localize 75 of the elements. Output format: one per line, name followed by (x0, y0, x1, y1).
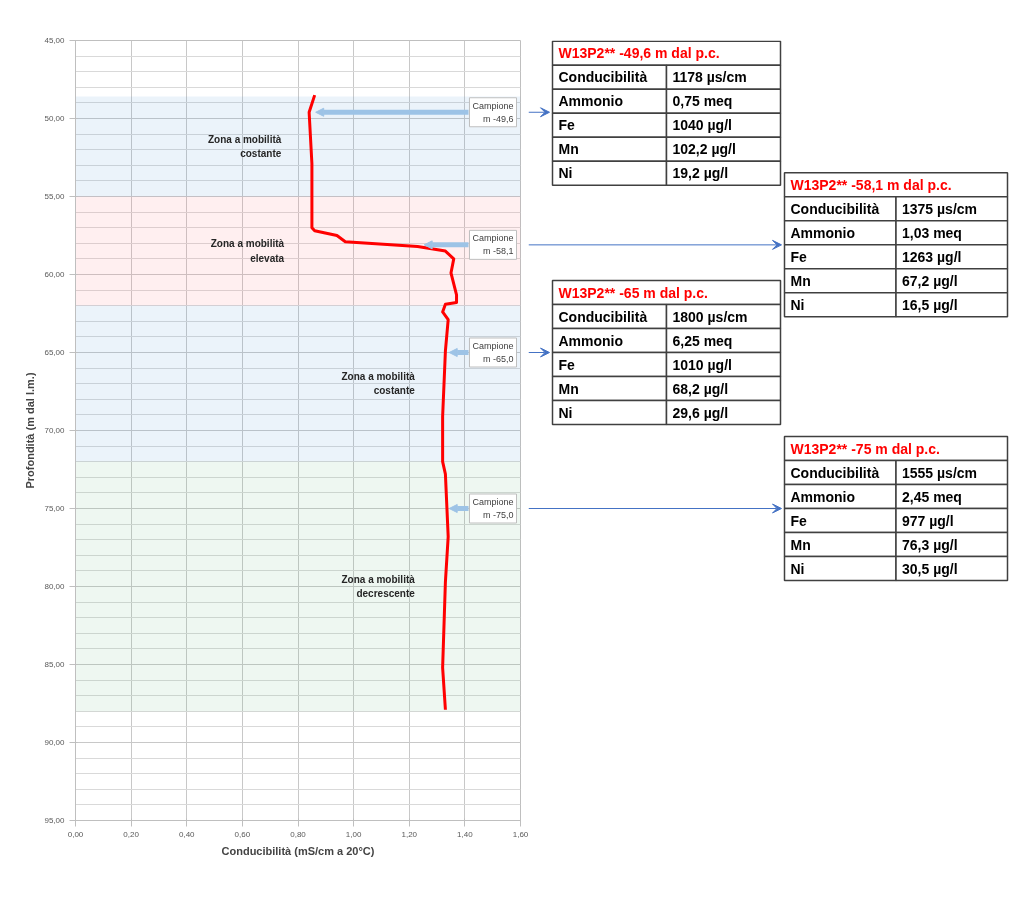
text: 1800 µs/cm (672, 308, 748, 325)
text: W13P2** -58,1 m dal p.c. (790, 176, 952, 193)
band-label: Zona a mobilità decrescente (341, 573, 416, 600)
text: 1,03 meq (902, 224, 962, 241)
text: 1555 µs/cm (902, 464, 978, 481)
y-tick-label: 50,00 (44, 114, 66, 123)
text: Fe (558, 356, 576, 373)
text: 76,3 µg/l (902, 536, 958, 553)
band-label: Zona a mobilità costante (341, 371, 416, 397)
y-tick-label: 75,00 (44, 504, 66, 513)
y-tick-label: 60,00 (44, 270, 66, 279)
text: 19,2 µg/l (672, 165, 729, 182)
text: 30,5 µg/l (902, 560, 958, 577)
text: Fe (790, 248, 808, 265)
text: Ammonio (558, 332, 624, 349)
annotation: Campione m -58,1 (472, 233, 514, 257)
x-axis-title: Conducibilità (mS/cm a 20°C) (221, 844, 375, 857)
y-tick-label: 45,00 (44, 36, 66, 45)
text: 16,5 µg/l (902, 296, 958, 313)
y-tick-label: 85,00 (44, 660, 66, 669)
annotation: Campione m -75,0 (472, 497, 514, 520)
text: 1178 µs/cm (672, 69, 747, 86)
band-label: Zona a mobilità elevata (210, 238, 285, 264)
x-tick-label: 1,00 (345, 829, 362, 839)
y-tick-label: 90,00 (44, 738, 66, 747)
x-tick-label: 0,60 (234, 829, 251, 839)
x-tick-label: 0,40 (178, 829, 196, 839)
text: W13P2** -49,6 m dal p.c. (558, 45, 720, 62)
annotation: Campione m -49,6 (472, 100, 514, 124)
text: Ammonio (790, 488, 856, 505)
text: Conducibilità (790, 200, 880, 217)
text: W13P2** -75 m dal p.c. (790, 440, 940, 457)
text: Conducibilità (790, 464, 880, 481)
text: Fe (558, 117, 576, 134)
text: 1375 µs/cm (902, 200, 978, 217)
text: W13P2** -65 m dal p.c. (558, 284, 708, 301)
text: Mn (558, 141, 579, 158)
text: 1040 µg/l (672, 117, 732, 134)
text: 977 µg/l (902, 512, 954, 529)
text: 29,6 µg/l (672, 404, 729, 421)
x-tick-label: 0,00 (67, 829, 84, 839)
y-tick-label: 80,00 (44, 582, 66, 591)
x-tick-label: 1,20 (401, 829, 418, 839)
y-tick-label: 55,00 (44, 192, 66, 201)
text: 0,75 meq (672, 93, 733, 110)
text: 102,2 µg/l (672, 141, 736, 158)
text: Mn (558, 380, 579, 397)
y-axis-title: Profondità (m dal l.m.) (24, 372, 37, 489)
y-tick-label: 70,00 (44, 426, 66, 435)
text: Ammonio (790, 224, 856, 241)
band-label: Zona a mobilità costante (207, 133, 282, 160)
text: Ni (790, 296, 805, 313)
text: Mn (790, 536, 811, 553)
text: Ni (558, 404, 573, 421)
text: Ni (790, 560, 805, 577)
text: 6,25 meq (672, 332, 733, 349)
text: Conducibilità (558, 308, 648, 325)
text: Mn (790, 272, 811, 289)
x-tick-label: 0,20 (123, 829, 140, 839)
text: 1263 µg/l (902, 248, 962, 265)
text: Fe (790, 512, 808, 529)
x-tick-label: 0,80 (290, 829, 307, 839)
text: 67,2 µg/l (902, 272, 958, 289)
annotation: Campione m -65,0 (472, 341, 514, 364)
x-tick-label: 1,60 (512, 829, 529, 839)
line-series (307, 93, 459, 712)
x-tick-label: 1,40 (457, 829, 474, 839)
text: Ni (558, 165, 573, 182)
y-tick-label: 65,00 (44, 348, 66, 357)
text: 68,2 µg/l (672, 380, 729, 397)
text: 1010 µg/l (672, 356, 732, 373)
text: 2,45 meq (902, 488, 962, 505)
text: Ammonio (558, 93, 624, 110)
text: Conducibilità (558, 69, 648, 86)
y-tick-label: 95,00 (44, 816, 66, 825)
